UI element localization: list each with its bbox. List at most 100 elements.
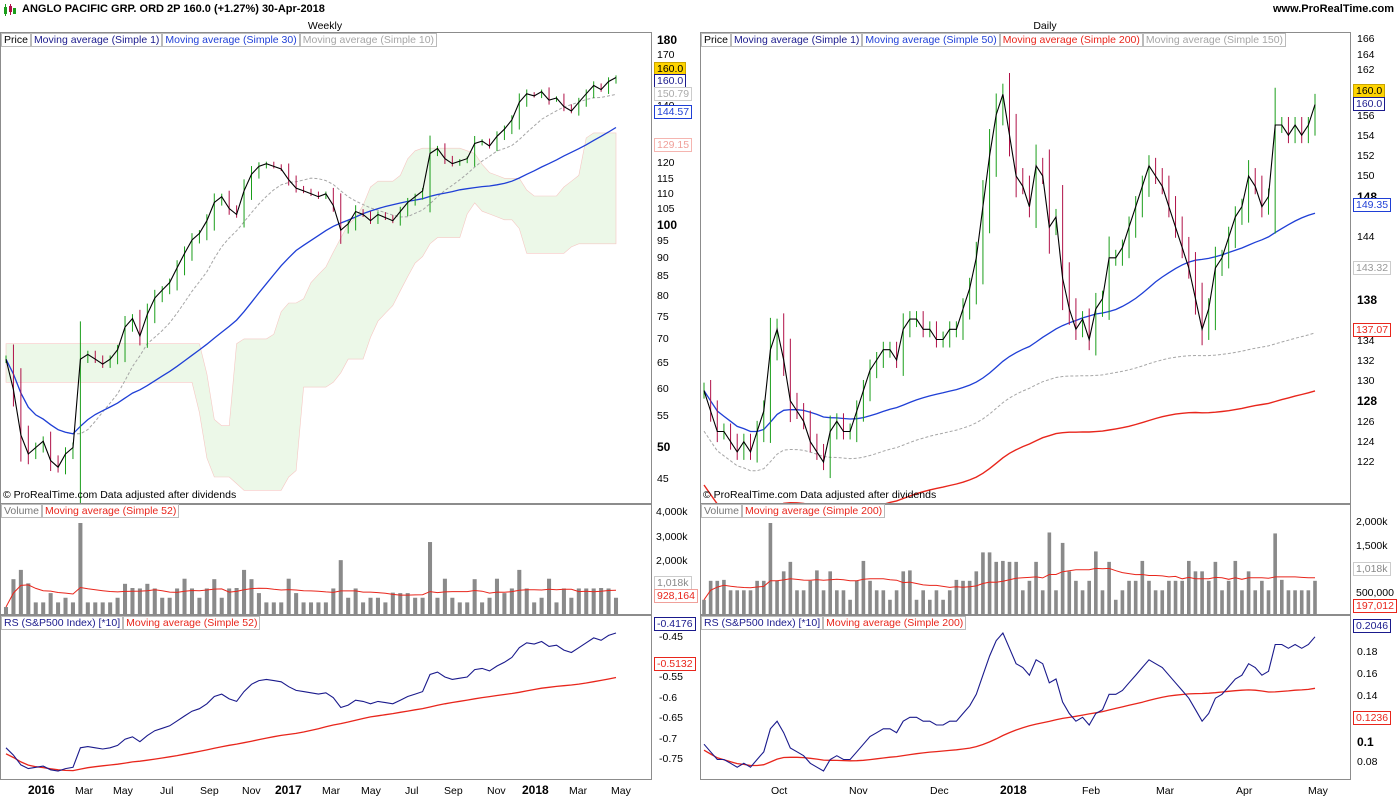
w-ytick: 60 [657, 383, 669, 395]
daily-price-chart [703, 73, 1316, 503]
volume-bar [954, 579, 959, 614]
rs-line [5, 632, 617, 772]
volume-bar [1054, 590, 1058, 614]
volume-bar [801, 590, 806, 614]
legend-volume-ma[interactable]: Moving average (Simple 52) [42, 504, 180, 518]
w-xlabel: Jul [160, 785, 174, 797]
volume-bar [480, 602, 485, 614]
legend-ma30[interactable]: Moving average (Simple 30) [162, 33, 300, 47]
legend-rs-ma[interactable]: Moving average (Simple 52) [123, 616, 261, 630]
d-ytick: 164 [1357, 49, 1375, 61]
d-xlabel: Dec [930, 785, 949, 797]
daily-rs-panel[interactable] [700, 615, 1351, 780]
legend-ma1[interactable]: Moving average (Simple 1) [730, 33, 863, 47]
legend-ma1[interactable]: Moving average (Simple 1) [30, 33, 163, 47]
volume-bar [854, 580, 859, 614]
d-ytick: 162 [1357, 64, 1375, 76]
w-vol-tick: 2,000k [656, 555, 688, 567]
volume-bar [100, 602, 105, 614]
volume-bar [781, 571, 786, 614]
d-ytick: 134 [1357, 335, 1375, 347]
w-ytick: 110 [657, 188, 674, 200]
volume-bar [1233, 560, 1238, 614]
volume-bar [1060, 542, 1065, 614]
volume-bar [1127, 580, 1131, 614]
legend-rs[interactable]: RS (S&P500 Index) [*10] [1, 616, 124, 630]
d-xlabel: Oct [771, 785, 788, 797]
volume-bar [715, 580, 720, 614]
volume-ma-line [5, 584, 617, 608]
volume-bar [888, 599, 892, 614]
volume-bar [442, 578, 447, 614]
volume-bar [561, 588, 566, 614]
legend-rs[interactable]: RS (S&P500 Index) [*10] [701, 616, 824, 630]
daily-legend: Price Moving average (Simple 1) Moving ave… [701, 33, 1287, 47]
volume-bar [1246, 571, 1251, 614]
w-ytick: 75 [657, 311, 669, 323]
volume-bar [316, 602, 321, 614]
legend-volume-ma[interactable]: Moving average (Simple 200) [742, 504, 886, 518]
w-ytick: 50 [657, 440, 671, 454]
volume-bar [1306, 590, 1311, 614]
volume-bar [613, 597, 619, 614]
d-ytick: 150 [1357, 170, 1375, 182]
top-bar: ANGLO PACIFIC GRP. ORD 2P 160.0 (+1.27%)… [0, 0, 1400, 20]
volume-bar [881, 590, 886, 614]
legend-ma10[interactable]: Moving average (Simple 10) [299, 33, 438, 47]
w-ma30-tag: 144.57 [654, 105, 693, 119]
volume-bar [775, 580, 779, 614]
w-vol-tick: 4,000k [656, 506, 688, 518]
legend-price[interactable]: Price [1, 33, 31, 47]
legend-price[interactable]: Price [701, 33, 731, 47]
daily-volume-legend: Volume Moving average (Simple 200) [701, 504, 886, 518]
legend-ma150[interactable]: Moving average (Simple 150) [1142, 33, 1287, 47]
site-link[interactable]: www.ProRealTime.com [1272, 3, 1394, 15]
volume-bar [383, 602, 388, 614]
d-rs-ma-tag: 0.1236 [1353, 711, 1392, 725]
rs-line [703, 631, 1316, 772]
legend-ma50[interactable]: Moving average (Simple 50) [862, 33, 1000, 47]
weekly-copyright: © ProRealTime.com Data adjusted after di… [3, 489, 237, 501]
volume-bar [524, 588, 529, 614]
volume-bar [921, 590, 925, 614]
weekly-volume-panel[interactable] [0, 504, 652, 615]
w-xlabel: May [113, 785, 133, 797]
volume-bar [413, 597, 418, 614]
d-xlabel: Apr [1236, 785, 1253, 797]
volume-bar [130, 588, 135, 614]
volume-bar [33, 602, 38, 614]
daily-price-panel[interactable] [700, 32, 1351, 504]
volume-bar [450, 597, 455, 614]
weekly-title: Weekly [307, 20, 343, 32]
w-rs-tick: -0.7 [659, 733, 678, 745]
volume-bar [189, 588, 194, 614]
legend-volume[interactable]: Volume [1, 504, 43, 518]
w-ytick: 120 [657, 157, 675, 169]
volume-bar [1153, 590, 1158, 614]
volume-bar [197, 597, 202, 614]
volume-bar [160, 597, 165, 614]
d-vol-ma-tag: 197,012 [1353, 599, 1397, 613]
volume-bar [1266, 590, 1271, 614]
volume-bar [584, 588, 589, 614]
volume-bar [175, 588, 180, 614]
legend-volume[interactable]: Volume [701, 504, 743, 518]
legend-rs-ma[interactable]: Moving average (Simple 200) [823, 616, 967, 630]
volume-bar [323, 602, 328, 614]
volume-bar [1293, 590, 1297, 614]
volume-bar [755, 580, 759, 614]
volume-bar [1226, 580, 1231, 614]
volume-bar [961, 580, 965, 614]
volume-bar [249, 579, 254, 614]
daily-rs-legend: RS (S&P500 Index) [*10] Moving average (S… [701, 616, 967, 630]
d-price-tag: 160.0 [1353, 84, 1386, 98]
volume-bar [742, 590, 746, 614]
volume-bar [1027, 580, 1032, 614]
volume-bar [702, 599, 706, 614]
volume-bar [1034, 561, 1038, 614]
legend-ma200[interactable]: Moving average (Simple 200) [999, 33, 1143, 47]
w-xlabel: Mar [569, 785, 588, 797]
volume-bar [353, 588, 358, 614]
w-ytick: 105 [657, 203, 675, 215]
weekly-volume-chart [3, 523, 619, 614]
